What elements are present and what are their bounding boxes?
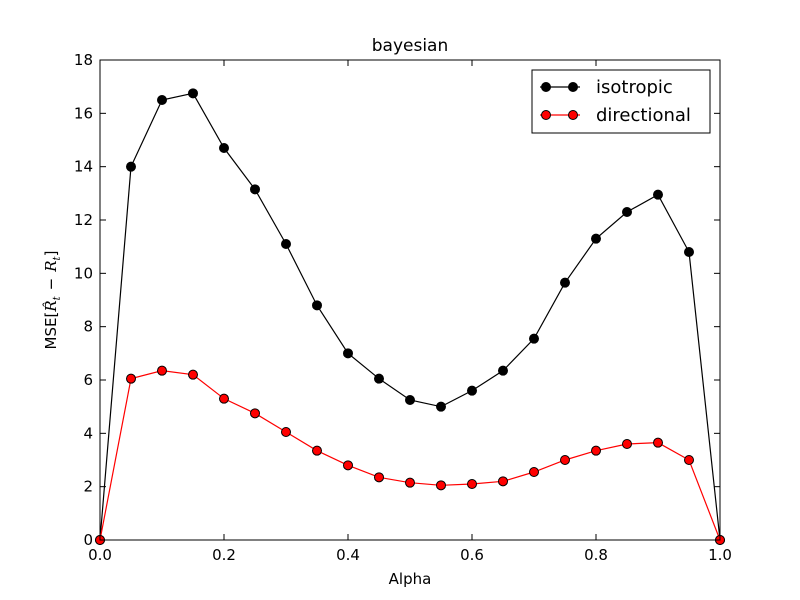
y-axis-label-sub-2: t: [52, 255, 63, 260]
y-axis-label-prefix: MSE[: [42, 312, 60, 350]
data-point-directional: [622, 439, 632, 449]
y-axis-label: MSE[R̂t−Rt]: [42, 251, 63, 350]
data-point-isotropic: [250, 184, 260, 195]
data-point-isotropic: [405, 395, 415, 405]
data-point-isotropic: [436, 401, 446, 412]
plot-frame: [99, 59, 721, 541]
data-point-directional: [684, 455, 694, 465]
data-point-directional: [374, 472, 384, 483]
data-point-directional: [188, 369, 198, 380]
series-layer: [95, 88, 725, 545]
y-axis-label-minus: −: [42, 278, 60, 291]
data-point-isotropic: [312, 300, 322, 311]
legend-label-isotropic: isotropic: [596, 77, 673, 98]
data-point-isotropic: [653, 189, 663, 200]
y-axis-label-math-1: R̂: [42, 300, 60, 312]
data-point-directional: [126, 373, 136, 384]
legend: isotropic directional: [531, 69, 711, 134]
legend-label-directional: directional: [596, 105, 691, 126]
data-point-isotropic: [219, 143, 229, 153]
data-point-isotropic: [560, 277, 570, 288]
data-point-isotropic: [498, 365, 508, 376]
x-tick-label: 0.4: [336, 546, 360, 564]
y-tick-label: 8: [83, 318, 93, 336]
data-point-directional: [560, 455, 570, 465]
x-tick-label: 0.8: [584, 546, 608, 564]
chart-title: bayesian: [372, 36, 449, 56]
legend-marker-directional: [541, 110, 551, 120]
y-tick-label: 18: [74, 51, 93, 69]
y-tick-label: 14: [74, 158, 93, 176]
legend-marker-isotropic: [541, 82, 551, 92]
x-axis-label: Alpha: [389, 570, 432, 588]
y-tick-label: 6: [83, 371, 93, 389]
legend-marker-isotropic: [568, 82, 578, 92]
x-tick-label: 0.6: [460, 546, 484, 564]
y-tick-label: 16: [74, 104, 93, 122]
data-point-directional: [405, 477, 415, 488]
data-point-isotropic: [374, 373, 384, 384]
y-tick-label: 2: [83, 478, 93, 496]
data-point-isotropic: [281, 239, 291, 249]
data-point-isotropic: [343, 348, 353, 359]
y-tick-label: 0: [83, 531, 93, 549]
data-point-isotropic: [157, 95, 167, 105]
data-point-directional: [653, 437, 663, 448]
x-tick-label: 1.0: [708, 546, 732, 564]
legend-marker-directional: [568, 110, 578, 120]
data-point-directional: [498, 476, 508, 487]
legend-box: [531, 69, 711, 134]
data-point-directional: [157, 365, 167, 376]
data-point-isotropic: [684, 247, 694, 257]
data-point-isotropic: [529, 333, 539, 344]
data-point-isotropic: [467, 385, 477, 396]
data-point-directional: [312, 445, 322, 456]
data-point-isotropic: [188, 88, 198, 99]
data-point-directional: [591, 445, 601, 456]
y-tick-label: 12: [74, 211, 93, 229]
y-axis-label-suffix: ]: [42, 251, 60, 257]
y-axis-label-sub-1: t: [52, 295, 63, 300]
data-point-directional: [250, 408, 260, 419]
x-tick-label: 0.0: [88, 546, 112, 564]
y-tick-label: 4: [83, 424, 93, 442]
data-point-directional: [529, 467, 539, 477]
plot-area: [100, 60, 720, 540]
data-point-directional: [436, 480, 446, 491]
data-point-directional: [219, 393, 229, 404]
data-point-isotropic: [622, 207, 632, 217]
data-point-directional: [281, 427, 291, 437]
data-point-isotropic: [126, 161, 136, 172]
x-tick-label: 0.2: [212, 546, 236, 564]
y-tick-label: 10: [74, 264, 93, 282]
data-point-directional: [467, 479, 477, 489]
y-axis-label-math-2: R: [42, 260, 60, 272]
data-point-directional: [343, 460, 353, 471]
data-point-isotropic: [591, 233, 601, 244]
